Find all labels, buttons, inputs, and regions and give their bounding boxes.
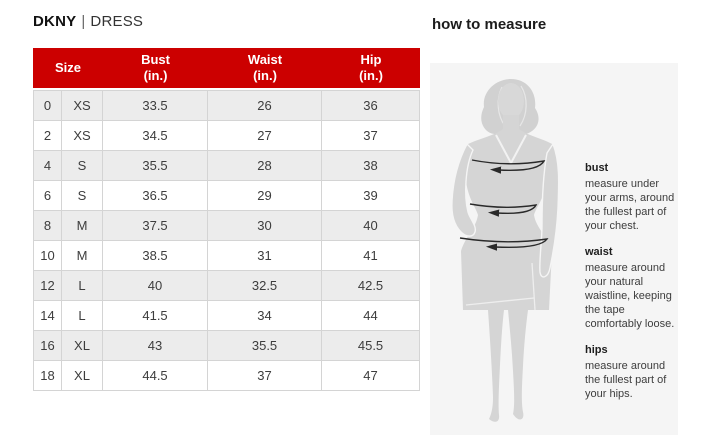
bust-description: measure under your arms, around the full… [585, 178, 675, 232]
measure-section-waist: waist measure around your natural waistl… [585, 245, 679, 331]
table-row: 18 XL 44.5 37 47 [33, 361, 421, 391]
table-row: 2 XS 34.5 27 37 [33, 121, 421, 151]
woman-silhouette-icon [451, 79, 560, 422]
title-separator: | [81, 13, 86, 30]
measure-instructions: bust measure under your arms, around the… [585, 161, 679, 413]
waist-description: measure around your natural waistline, k… [585, 262, 675, 330]
measure-figure-illustration [436, 67, 576, 427]
hips-heading: hips [585, 344, 608, 356]
hips-description: measure around the fullest part of your … [585, 360, 667, 400]
size-chart-table: Size Bust (in.) Waist (in.) Hip (in.) 0 XS 33… [33, 48, 421, 391]
col-header-waist: Waist (in.) [208, 48, 323, 90]
brand-name: DKNY [33, 13, 77, 30]
product-name: DRESS [90, 13, 144, 30]
measure-section-bust: bust measure under your arms, around the… [585, 161, 679, 233]
how-to-measure-title: how to measure [432, 16, 547, 33]
table-row: 8 M 37.5 30 40 [33, 211, 421, 241]
table-row: 10 M 38.5 31 41 [33, 241, 421, 271]
table-row: 4 S 35.5 28 38 [33, 151, 421, 181]
col-header-bust: Bust (in.) [103, 48, 209, 90]
page-title: DKNY | DRESS [33, 13, 143, 30]
waist-heading: waist [585, 246, 613, 258]
measure-section-hips: hips measure around the fullest part of … [585, 343, 679, 401]
bust-heading: bust [585, 162, 609, 174]
bust-measure-arrow-icon [471, 159, 546, 174]
table-row: 12 L 40 32.5 42.5 [33, 271, 421, 301]
waist-measure-arrow-icon [469, 203, 538, 217]
col-header-size: Size [33, 48, 104, 90]
size-chart-header: Size Bust (in.) Waist (in.) Hip (in.) [33, 48, 421, 90]
how-to-measure-panel: bust measure under your arms, around the… [430, 63, 678, 435]
table-row: 6 S 36.5 29 39 [33, 181, 421, 211]
col-header-hip: Hip (in.) [322, 48, 421, 90]
table-row: 16 XL 43 35.5 45.5 [33, 331, 421, 361]
table-row: 14 L 41.5 34 44 [33, 301, 421, 331]
table-row: 0 XS 33.5 26 36 [33, 90, 421, 121]
hips-measure-arrow-icon [459, 237, 549, 251]
